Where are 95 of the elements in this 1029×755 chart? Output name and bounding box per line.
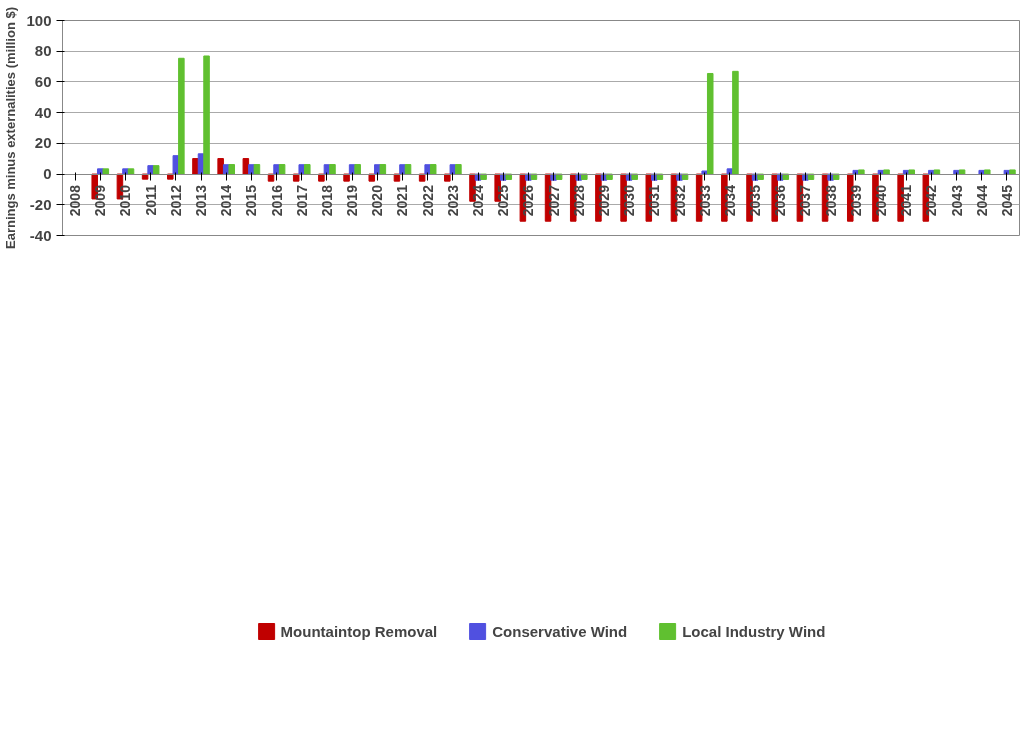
x-tick-label: 2020: [369, 184, 386, 217]
y-tick-label: -40: [29, 226, 52, 244]
x-tick-label: 2009: [92, 184, 109, 217]
bar: [379, 164, 387, 175]
y-tick-label: 20: [34, 134, 52, 152]
x-tick-label: 2034: [721, 184, 738, 217]
x-tick-label: 2014: [218, 184, 235, 217]
bar: [706, 72, 714, 175]
x-tick-label: 2044: [973, 184, 990, 217]
x-tick-label: 2027: [545, 184, 562, 217]
x-tick-label: 2026: [520, 184, 537, 217]
bar: [480, 173, 487, 180]
bar: [444, 173, 451, 182]
x-tick-label: 2040: [872, 184, 889, 217]
bar: [368, 173, 376, 182]
bar: [292, 173, 300, 182]
bar: [192, 158, 199, 175]
x-tick-label: 2035: [747, 184, 764, 217]
bar: [127, 168, 135, 175]
x-tick-label: 2017: [293, 184, 310, 217]
bar: [581, 173, 588, 180]
y-tick-label: -20: [29, 195, 52, 213]
y-tick-label: 80: [34, 42, 52, 60]
bar: [343, 173, 350, 182]
x-tick-label: 2031: [646, 184, 663, 217]
x-tick-label: 2023: [444, 184, 461, 217]
bar: [606, 173, 613, 180]
bar: [152, 165, 160, 175]
bar: [883, 169, 890, 175]
bar: [656, 173, 664, 180]
x-tick-label: 2043: [948, 184, 965, 217]
bar: [555, 173, 563, 180]
bar: [167, 173, 174, 180]
bar: [329, 164, 336, 175]
bar: [203, 55, 210, 175]
x-tick-label: 2012: [167, 184, 184, 217]
legend-label: Local Industry Wind: [682, 622, 826, 640]
x-tick-label: 2029: [595, 184, 612, 217]
bar: [732, 70, 739, 175]
x-tick-label: 2015: [243, 184, 260, 217]
bar: [242, 158, 250, 175]
x-tick-label: 2037: [797, 184, 814, 217]
x-tick-label: 2024: [470, 184, 487, 217]
bar: [505, 173, 513, 180]
bar: [318, 173, 325, 182]
bar: [908, 169, 915, 175]
bar: [1009, 169, 1016, 175]
x-tick-label: 2038: [822, 184, 839, 217]
bar: [141, 173, 149, 180]
x-tick-label: 2041: [898, 184, 915, 217]
x-tick-label: 2042: [923, 184, 940, 217]
bar: [228, 164, 236, 175]
x-tick-label: 2008: [67, 184, 84, 217]
bar: [178, 57, 185, 175]
bar: [631, 173, 638, 180]
x-tick-label: 2033: [696, 184, 713, 217]
bar: [832, 173, 840, 180]
x-tick-label: 2019: [344, 184, 361, 217]
legend-label: Conservative Wind: [492, 622, 628, 640]
bar: [418, 173, 426, 182]
bar: [217, 158, 224, 175]
bar: [393, 173, 401, 182]
x-tick-label: 2021: [394, 184, 411, 217]
bar: [757, 173, 764, 180]
y-axis-title: Earnings minus externalities (million $): [3, 6, 19, 249]
bar: [267, 173, 275, 182]
y-tick-label: 60: [34, 72, 52, 90]
bar: [354, 164, 361, 175]
bar: [782, 173, 790, 180]
legend-label: Mountaintop Removal: [280, 622, 438, 640]
x-tick-label: 2028: [570, 184, 587, 217]
x-tick-label: 2010: [117, 184, 134, 217]
x-tick-label: 2036: [772, 184, 789, 217]
x-tick-label: 2030: [621, 184, 638, 217]
bar: [429, 164, 437, 175]
x-tick-label: 2045: [998, 184, 1015, 217]
bar: [933, 169, 941, 175]
x-tick-label: 2039: [847, 184, 864, 217]
bar: [278, 164, 286, 175]
bar: [858, 169, 865, 175]
x-tick-label: 2013: [193, 184, 210, 217]
y-tick-label: 100: [26, 11, 52, 29]
y-tick-label: 40: [34, 103, 52, 121]
x-tick-label: 2016: [268, 184, 285, 217]
x-tick-label: 2032: [671, 184, 688, 217]
x-tick-label: 2022: [419, 184, 436, 217]
bar: [958, 169, 966, 175]
bar: [455, 164, 462, 175]
bar: [102, 168, 110, 175]
bar: [983, 169, 991, 175]
x-tick-label: 2011: [142, 184, 159, 216]
y-tick-label: 0: [43, 165, 52, 183]
bar: [304, 164, 311, 175]
x-tick-label: 2018: [318, 184, 335, 217]
x-tick-label: 2025: [495, 184, 512, 217]
